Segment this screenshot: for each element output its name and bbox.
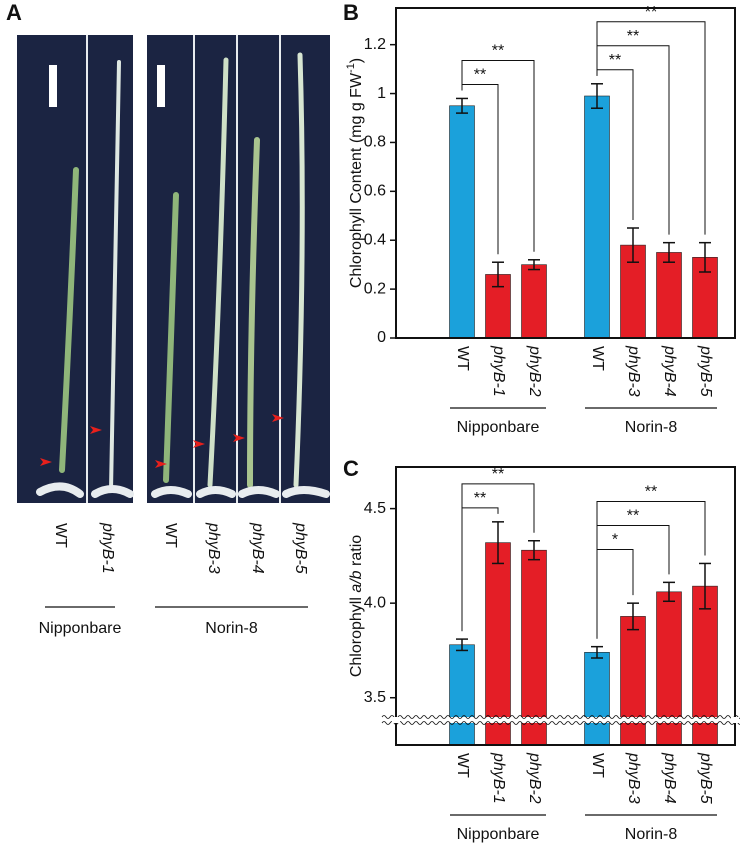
panel-label: B bbox=[343, 0, 359, 25]
y-tick-label: 0.8 bbox=[364, 134, 386, 151]
significance-bracket bbox=[596, 21, 706, 235]
x-tick-label: WT bbox=[589, 346, 606, 371]
error-bar bbox=[591, 645, 603, 659]
scale-bar bbox=[157, 65, 165, 107]
axis-break bbox=[382, 717, 740, 723]
significance-label: ** bbox=[627, 28, 639, 45]
group-label: Nipponbare bbox=[39, 620, 122, 637]
bar bbox=[656, 252, 682, 339]
bar bbox=[449, 644, 475, 746]
axis-break-edge bbox=[381, 721, 740, 725]
bar bbox=[521, 264, 547, 339]
x-tick-label: phyB-1 bbox=[490, 752, 507, 804]
y-tick-label: 0.4 bbox=[364, 231, 386, 248]
y-tick-label: 4.5 bbox=[364, 500, 386, 517]
lane-label: phyB-1 bbox=[99, 522, 116, 574]
y-tick-label: 1 bbox=[377, 85, 386, 102]
y-axis-label-part: ) bbox=[348, 58, 365, 63]
error-bar bbox=[492, 261, 504, 288]
y-axis-label-part: Chlorophyll bbox=[348, 593, 365, 677]
error-bar bbox=[528, 540, 540, 561]
axis-break-gap bbox=[392, 717, 400, 723]
error-bar bbox=[699, 562, 711, 610]
scale-bar bbox=[49, 65, 57, 107]
x-tick-label: phyB-3 bbox=[625, 752, 642, 804]
error-bar bbox=[492, 521, 504, 565]
x-tick-label: phyB-5 bbox=[697, 345, 714, 397]
photo bbox=[17, 35, 330, 503]
x-tick-label: WT bbox=[589, 753, 606, 778]
seedlings bbox=[36, 52, 330, 498]
x-tick-label: phyB-1 bbox=[490, 345, 507, 397]
error-bar bbox=[627, 602, 639, 631]
error-bar bbox=[699, 241, 711, 273]
y-axis-label-part: ratio bbox=[348, 535, 365, 571]
lane-label: phyB-3 bbox=[205, 522, 222, 574]
lane-label: phyB-5 bbox=[292, 522, 309, 574]
y-axis-label-part: -1 bbox=[345, 63, 357, 73]
x-tick-label: phyB-3 bbox=[625, 345, 642, 397]
y-tick-label: 0 bbox=[377, 329, 386, 346]
group-label: Norin-8 bbox=[625, 419, 678, 436]
y-axis-label-part: Chlorophyll Content (mg g FW bbox=[348, 72, 365, 288]
significance-label: * bbox=[612, 532, 618, 549]
significance-label: ** bbox=[492, 466, 504, 483]
significance-label: ** bbox=[474, 67, 486, 84]
axis-break-gap bbox=[731, 717, 739, 723]
significance-label: ** bbox=[492, 43, 504, 60]
error-bar bbox=[528, 259, 540, 271]
error-bar bbox=[456, 97, 468, 114]
axis-break-edge bbox=[381, 715, 740, 719]
x-tick-label: WT bbox=[454, 753, 471, 778]
x-tick-label: phyB-2 bbox=[526, 345, 543, 397]
plot-frame bbox=[395, 466, 736, 746]
group-label: Norin-8 bbox=[205, 620, 258, 637]
lane-label: WT bbox=[162, 523, 179, 548]
plot-frame bbox=[395, 7, 736, 339]
x-tick-label: WT bbox=[454, 346, 471, 371]
lane-label: phyB-4 bbox=[249, 522, 266, 574]
significance-bracket bbox=[596, 500, 706, 639]
panel-label: C bbox=[343, 456, 359, 481]
group-label: Nipponbare bbox=[457, 826, 540, 843]
error-bar bbox=[627, 227, 639, 263]
y-tick-label: 0.2 bbox=[364, 280, 386, 297]
y-axis-label: Chlorophyll a/b ratio bbox=[348, 535, 365, 677]
y-tick-label: 3.5 bbox=[364, 689, 386, 706]
arrows bbox=[40, 414, 284, 468]
bar bbox=[584, 95, 610, 339]
bar bbox=[485, 542, 511, 746]
bar bbox=[449, 105, 475, 339]
x-tick-label: phyB-5 bbox=[697, 752, 714, 804]
y-axis-label-part: a/b bbox=[348, 570, 365, 592]
significance-label: ** bbox=[645, 4, 657, 21]
significance-label: ** bbox=[627, 508, 639, 525]
bar bbox=[584, 652, 610, 746]
bar bbox=[521, 549, 547, 746]
group-label: Norin-8 bbox=[625, 826, 678, 843]
y-tick-label: 1.2 bbox=[364, 36, 386, 53]
significance-bracket bbox=[461, 59, 535, 252]
x-tick-label: phyB-4 bbox=[661, 752, 678, 804]
lane-label: WT bbox=[52, 523, 69, 548]
lane-dividers bbox=[86, 35, 281, 503]
error-bar bbox=[591, 83, 603, 109]
significance-bracket bbox=[461, 483, 535, 632]
y-axis-label: Chlorophyll Content (mg g FW-1) bbox=[345, 58, 365, 288]
error-bar bbox=[456, 638, 468, 652]
x-tick-label: phyB-2 bbox=[526, 752, 543, 804]
group-label: Nipponbare bbox=[457, 419, 540, 436]
x-tick-label: phyB-4 bbox=[661, 345, 678, 397]
panel-label: A bbox=[6, 0, 22, 25]
y-tick-label: 0.6 bbox=[364, 183, 386, 200]
bar bbox=[620, 616, 646, 746]
significance-label: ** bbox=[474, 490, 486, 507]
error-bar bbox=[663, 241, 675, 263]
y-tick-label: 4.0 bbox=[364, 594, 386, 611]
significance-label: ** bbox=[645, 484, 657, 501]
significance-label: ** bbox=[609, 52, 621, 69]
error-bar bbox=[663, 581, 675, 603]
